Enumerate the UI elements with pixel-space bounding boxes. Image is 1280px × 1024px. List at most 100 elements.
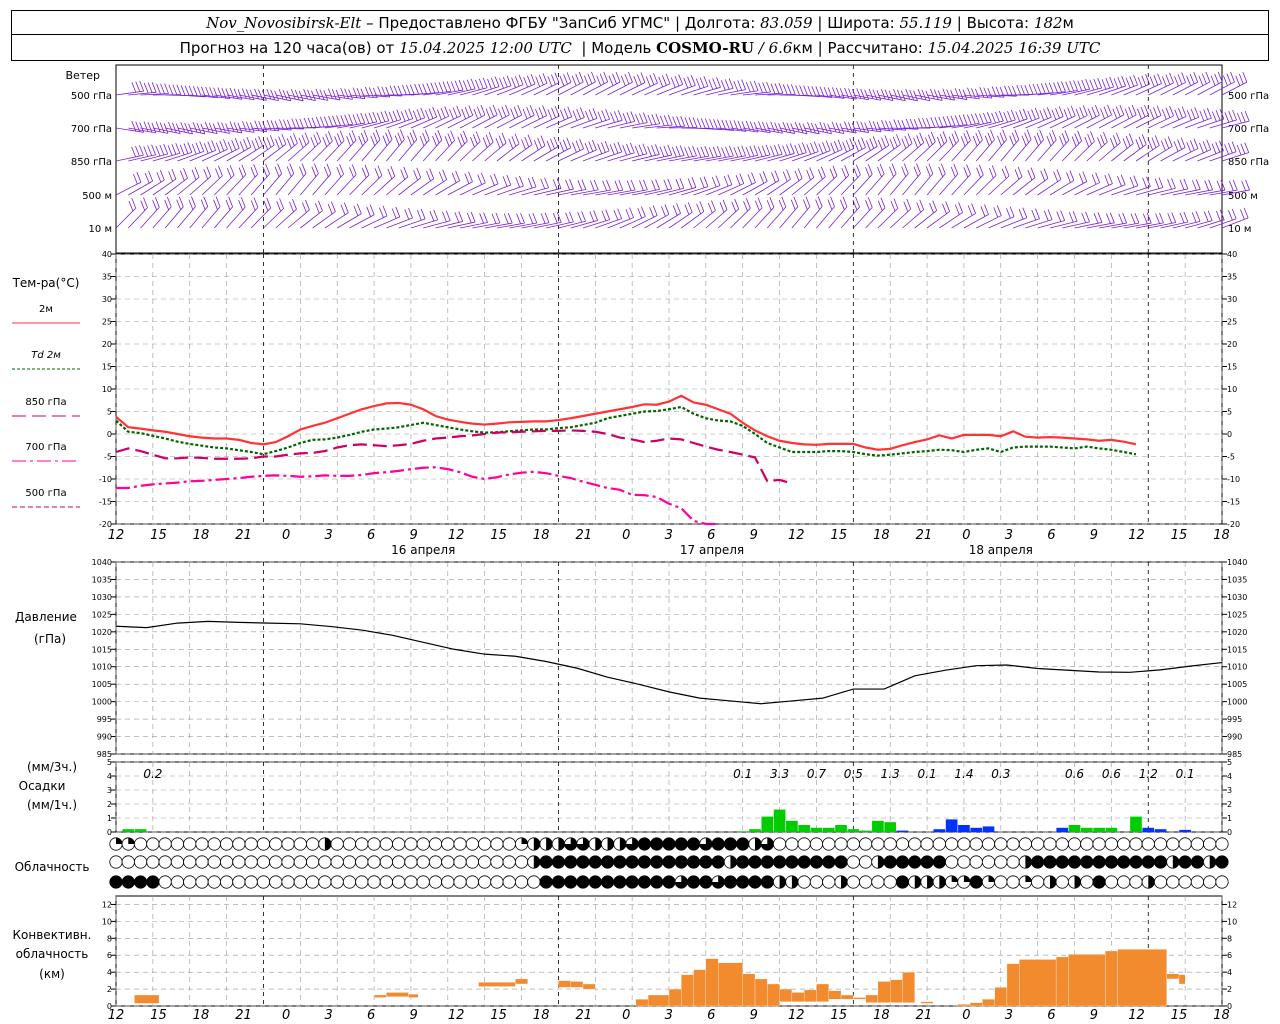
conv-ylabel-left: 2: [107, 985, 112, 994]
wind-barb-flag: [683, 77, 689, 89]
wind-barb-flag: [1138, 136, 1144, 147]
wind-barb-flag: [144, 172, 150, 184]
cloud-fill: [613, 875, 627, 889]
time-tick-label: 18: [533, 1008, 550, 1023]
wind-barb: [546, 221, 574, 229]
model-resolution: / 6.6: [758, 38, 793, 57]
wind-barb: [1000, 139, 1020, 162]
wind-barb: [1086, 222, 1115, 229]
wind-barb: [1074, 222, 1103, 229]
pressure-title: Давление: [15, 610, 77, 624]
pressure-ylabel-right: 1000: [1227, 698, 1247, 707]
wind-barb-flag: [823, 87, 829, 98]
conv-bar: [515, 978, 528, 985]
precip-total-label: 0.3: [991, 767, 1010, 781]
wind-barb-flag: [817, 169, 823, 180]
cloud-cell: [367, 875, 381, 889]
wind-barb-flag: [626, 143, 631, 155]
cloud-fill: [1142, 855, 1155, 869]
cloud-fill-partial: [963, 875, 971, 882]
wind-barb: [644, 154, 672, 162]
wind-barb-flag: [520, 212, 525, 224]
wind-barb-flag: [426, 83, 432, 94]
wind-barb: [582, 81, 608, 96]
wind-barb-flag: [511, 77, 516, 88]
wind-barb-flag: [900, 90, 906, 101]
wind-barb-flag: [231, 139, 237, 151]
wind-barb: [816, 175, 838, 196]
wind-barb-flag: [205, 86, 211, 98]
wind-barb-flag: [1167, 136, 1173, 147]
cloud-cell: [256, 837, 271, 851]
wind-barb-flag: [620, 75, 626, 87]
wind-barb-flag: [462, 80, 468, 91]
wind-barb-flag: [346, 136, 351, 147]
wind-barb-flag: [1128, 106, 1133, 117]
wind-barb: [275, 94, 304, 102]
wind-barb: [865, 127, 894, 132]
cloud-cell: [220, 855, 234, 869]
wind-barb-flag: [1039, 110, 1045, 121]
conv-bar: [994, 987, 1008, 1007]
wind-barb-flag: [171, 144, 177, 155]
wind-barb-flag: [889, 138, 895, 150]
wind-barb-flag: [918, 117, 923, 129]
temp-ylabel-left: 20: [102, 340, 112, 349]
wind-barb-flag: [1095, 104, 1100, 116]
wind-barb-flag: [1179, 179, 1185, 190]
wind-barb: [595, 119, 623, 129]
wind-barb-flag: [385, 132, 390, 143]
wind-barb-flag: [164, 199, 170, 211]
wind-barb-flag: [466, 79, 472, 90]
wind-barb-flag: [916, 135, 922, 146]
wind-barb: [803, 176, 826, 196]
wind-barb-flag: [305, 199, 310, 211]
wind-barb: [361, 120, 389, 129]
cloud-cell: [981, 837, 996, 851]
wind-barb-flag: [1180, 137, 1186, 148]
temp-series-2: [115, 429, 793, 485]
wind-barb-flag: [1216, 210, 1221, 222]
temp-ylabel-left: 5: [107, 408, 112, 417]
wind-barb: [1160, 82, 1186, 96]
conv-bar: [828, 990, 842, 1000]
conv-bar: [1178, 974, 1186, 985]
wind-barb: [509, 114, 535, 129]
wind-barb: [189, 206, 209, 229]
wind-barb-flag: [1120, 174, 1126, 185]
wind-barb-flag: [687, 202, 693, 213]
wind-barb-flag: [266, 88, 272, 100]
cloud-fill: [675, 855, 688, 869]
wind-barb-flag: [880, 197, 886, 208]
wind-barb: [373, 175, 396, 196]
wind-barb-flag: [786, 169, 791, 180]
wind-barb: [951, 122, 980, 129]
wind-barb-flag: [451, 172, 457, 183]
cloud-cell: [859, 875, 873, 889]
wind-level-label-left: 500 гПа: [71, 91, 112, 102]
wind-barb: [607, 81, 633, 96]
wind-barb-flag: [1210, 75, 1216, 86]
wind-barb-flag: [1219, 209, 1225, 220]
time-tick-label: 3: [665, 1008, 673, 1023]
wind-barb-flag: [725, 146, 730, 157]
wind-barb: [902, 209, 924, 229]
wind-barb-flag: [596, 75, 602, 86]
wind-barb: [890, 94, 918, 102]
wind-barb-flag: [360, 132, 366, 144]
wind-barb-flag: [966, 114, 972, 125]
wind-barb-flag: [176, 199, 182, 210]
wind-barb-flag: [377, 165, 383, 176]
temp-legend-label: 850 гПа: [25, 397, 66, 408]
wind-barb: [349, 121, 377, 129]
cloud-fill-partial: [564, 837, 577, 851]
wind-barb-flag: [387, 168, 393, 180]
wind-barb-flag: [1130, 213, 1136, 224]
wind-barb-flag: [422, 132, 427, 143]
wind-barb-flag: [1056, 211, 1062, 222]
wind-barb-flag: [665, 73, 671, 84]
wind-barb: [275, 173, 295, 196]
wind-barb-flag: [1214, 73, 1219, 84]
pressure-ylabel-right: 1015: [1227, 645, 1247, 654]
